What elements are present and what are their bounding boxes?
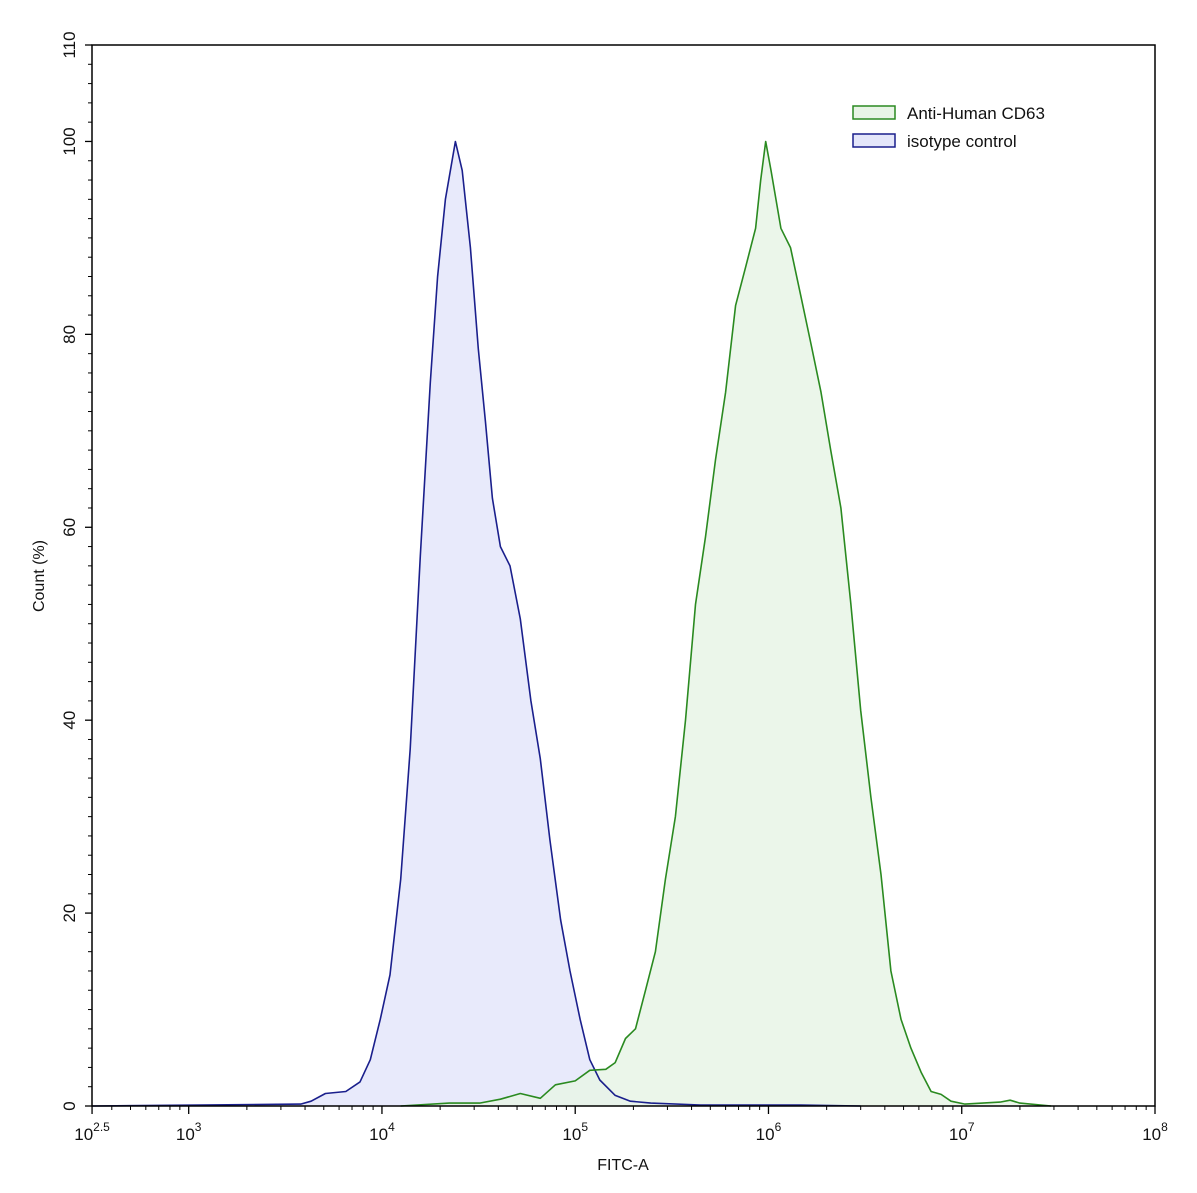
x-axis-label: FITC-A	[597, 1157, 649, 1174]
legend-label-isotype-control: isotype control	[907, 132, 1017, 151]
y-tick-label: 40	[60, 711, 79, 730]
y-tick-label: 60	[60, 518, 79, 537]
axis-layer: 102.5 103 104 105 106 107 108 0 20 40 60 80 100 110	[60, 31, 1168, 1144]
series-line-anti-human-cd63	[400, 140, 1052, 1107]
series-layer	[91, 140, 1052, 1107]
y-tick-label: 110	[60, 31, 79, 58]
y-tick-label: 80	[60, 325, 79, 344]
x-tick-label: 105	[562, 1120, 588, 1144]
x-tick-label: 106	[756, 1120, 782, 1144]
y-tick-label: 100	[60, 127, 79, 155]
x-tick-label: 103	[176, 1120, 202, 1144]
series-line-isotype-control	[91, 140, 861, 1107]
legend-swatch-isotype-control	[852, 133, 896, 148]
legend-swatch-anti-human-cd63	[852, 105, 896, 120]
y-tick-label: 20	[60, 904, 79, 923]
series-fill-anti-human-cd63	[400, 141, 1052, 1106]
x-tick-label: 108	[1142, 1120, 1168, 1144]
x-tick-label: 107	[949, 1120, 975, 1144]
plot-frame	[91, 44, 1156, 1107]
legend-label-anti-human-cd63: Anti-Human CD63	[907, 104, 1045, 123]
x-tick-label: 104	[369, 1120, 395, 1144]
x-tick-label: 102.5	[74, 1120, 110, 1144]
series-fill-isotype-control	[92, 141, 861, 1106]
y-tick-label: 0	[60, 1101, 79, 1110]
y-axis-label: Count (%)	[31, 540, 48, 612]
legend: Anti-Human CD63 isotype control	[852, 104, 1045, 151]
